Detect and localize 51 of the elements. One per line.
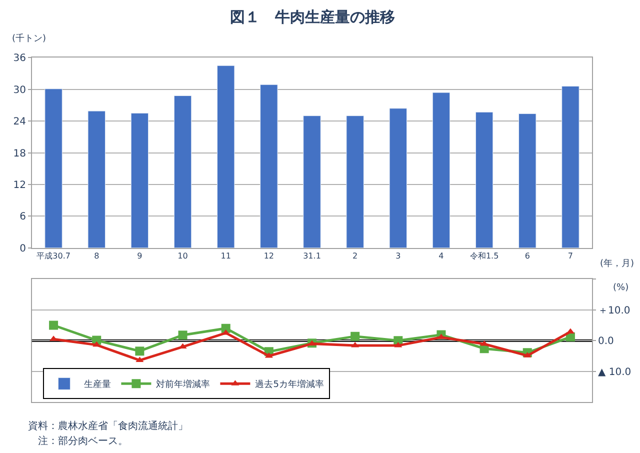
x-tick-label: 31.1 — [303, 252, 321, 261]
bar — [475, 112, 494, 248]
x-tick-label: 2 — [352, 252, 358, 261]
legend-label: 生産量 — [84, 379, 112, 390]
x-tick-label: 3 — [396, 252, 401, 261]
x-tick-label: 9 — [137, 252, 142, 261]
chart-title: 図１ 牛肉生産量の推移 — [230, 8, 395, 26]
y-tick-label: 6 — [20, 212, 26, 223]
point — [178, 330, 188, 340]
bar — [260, 84, 278, 248]
x-tick-label: 平成30.7 — [36, 252, 70, 261]
y-tick-label: 18 — [13, 148, 26, 160]
bar — [389, 108, 408, 248]
bar — [44, 88, 62, 248]
point — [135, 346, 144, 356]
y-tick-label: ▲ 10.0 — [598, 366, 632, 378]
bar — [562, 86, 580, 248]
x-tick-label: 4 — [438, 252, 444, 261]
y-axis-title: (千トン) — [12, 33, 46, 44]
legend-label: 対前年増減率 — [156, 379, 210, 390]
point — [264, 352, 273, 358]
y-tick-label: 24 — [13, 116, 26, 128]
x-axis-title: (年，月) — [600, 258, 634, 269]
y-tick-label: 12 — [13, 180, 26, 192]
text: 資料：農林水産省「食肉流通統計」 — [28, 420, 188, 432]
bar — [216, 65, 235, 248]
y-tick-label: 0 — [20, 243, 26, 254]
bar — [88, 110, 106, 248]
bar — [174, 95, 192, 248]
x-tick-label: 令和1.5 — [470, 252, 499, 261]
x-tick-label: 11 — [220, 252, 231, 261]
text: 注：部分肉ベース。 — [28, 435, 128, 447]
y-tick-label: 30 — [13, 84, 26, 96]
bar — [518, 113, 536, 248]
x-tick-label: 7 — [568, 252, 574, 261]
x-tick-label: 10 — [178, 252, 188, 261]
bar — [432, 92, 450, 248]
point — [49, 320, 58, 330]
y-axis-title: (%) — [613, 283, 629, 293]
y-tick-label: 0.0 — [598, 336, 614, 348]
bar — [303, 116, 321, 248]
y-tick-label: ＋10.0 — [598, 305, 630, 316]
point — [136, 356, 144, 362]
x-tick-label: 8 — [94, 252, 100, 261]
legend-label: 過去5カ年増減率 — [255, 379, 324, 390]
bar — [130, 112, 149, 248]
point — [350, 332, 360, 341]
x-tick-label: 12 — [264, 252, 274, 261]
x-tick-label: 6 — [524, 252, 530, 261]
y-tick-label: 36 — [13, 53, 26, 64]
bar — [346, 116, 364, 248]
